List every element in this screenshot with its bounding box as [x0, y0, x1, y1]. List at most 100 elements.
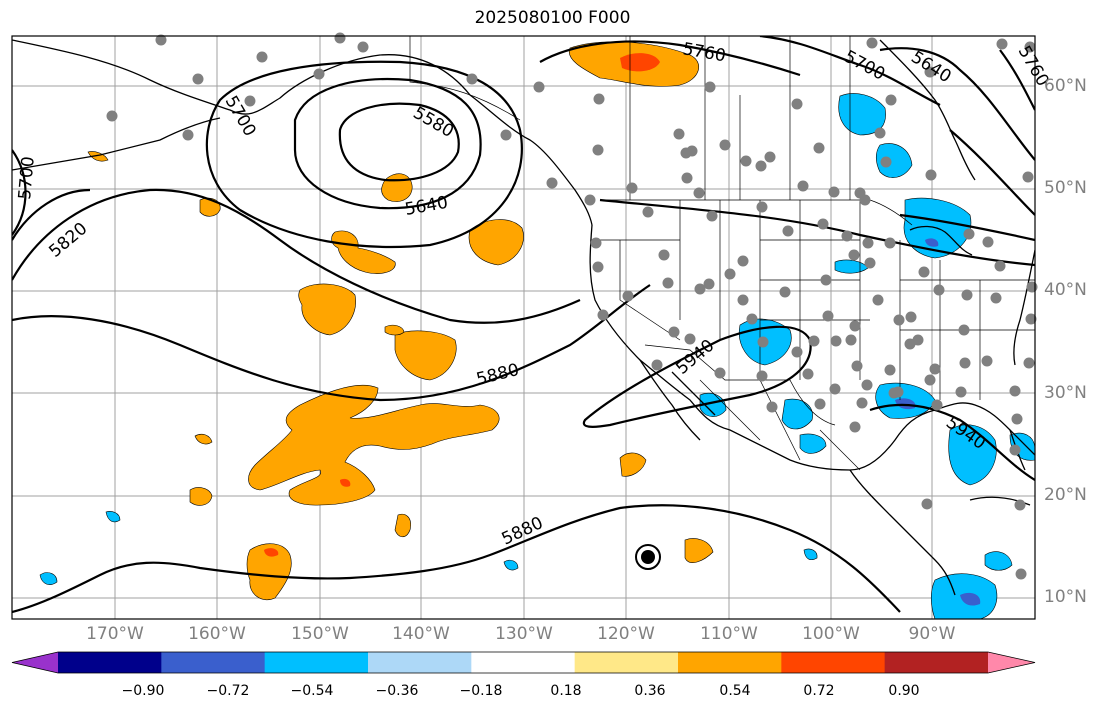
orange-blob-11 [619, 452, 647, 477]
colorbar-swatch [368, 652, 472, 673]
colorbar-swatch [781, 652, 886, 673]
station-dot [642, 206, 654, 218]
blue-blob-pacific-1 [39, 572, 58, 585]
station-dot [1026, 281, 1038, 293]
station-dot [861, 379, 873, 391]
station-dot [872, 294, 884, 306]
station-dot [724, 268, 736, 280]
station-dot [466, 73, 478, 85]
station-dot [990, 292, 1002, 304]
latitude-label: 60°N [1044, 76, 1087, 96]
station-dot [766, 401, 778, 413]
station-dot [924, 374, 936, 386]
latitude-label: 10°N [1044, 587, 1087, 607]
station-dot [651, 359, 663, 371]
orange-blob-swirl [248, 384, 500, 506]
station-dot [958, 324, 970, 336]
red-dot-2 [264, 548, 279, 557]
station-dot [740, 155, 752, 167]
contour-5940-ridge [582, 325, 812, 428]
station-dot [192, 73, 204, 85]
station-dot [746, 313, 758, 325]
station-dot [963, 228, 975, 240]
canada-province-borders [629, 36, 851, 200]
orange-blob-8 [246, 543, 292, 600]
station-dot [955, 386, 967, 398]
station-dot [829, 383, 841, 395]
hudson-bay [879, 39, 976, 181]
state-borders-west [600, 200, 761, 380]
colorbar-extend-high [988, 652, 1035, 673]
blue-blob-pacific-3 [503, 559, 519, 571]
contour-5640-east [949, 129, 1035, 216]
station-dot [996, 38, 1008, 50]
station-dot [694, 283, 706, 295]
station-dot [782, 225, 794, 237]
station-dot [546, 177, 558, 189]
station-dot [1009, 385, 1021, 397]
station-dot [849, 320, 861, 332]
baja-peninsula [639, 359, 701, 441]
station-dot [244, 95, 256, 107]
colorbar-tick-label: −0.90 [121, 683, 165, 699]
station-dot [820, 274, 832, 286]
station-dot [662, 277, 674, 289]
contour-5880 [12, 284, 651, 402]
station-dot [313, 68, 325, 80]
station-dot [626, 182, 638, 194]
station-dot [622, 290, 634, 302]
station-dot [500, 129, 512, 141]
colorbar-tick-label: −0.18 [459, 683, 503, 699]
station-dot [845, 334, 857, 346]
political-borders [409, 36, 1035, 471]
longitude-label: 170°W [86, 624, 144, 644]
station-dot [904, 338, 916, 350]
station-dots [106, 32, 1038, 580]
longitude-label: 140°W [392, 624, 450, 644]
colorbar-extend-low [12, 652, 58, 673]
blue-blob-greatlakes-dark [925, 238, 939, 247]
station-dot [885, 94, 897, 106]
station-dot [884, 237, 896, 249]
orange-blob-12 [684, 538, 714, 563]
contour-5820-left [12, 188, 91, 241]
colorbar-swatch [161, 652, 266, 673]
red-dot-1 [340, 478, 351, 487]
station-dot [862, 237, 874, 249]
tropical-cyclone-icon [635, 544, 661, 570]
contour-5700-east [899, 213, 1035, 242]
station-dot [802, 368, 814, 380]
contour-5820 [12, 188, 581, 324]
station-dot [880, 156, 892, 168]
station-dot [864, 257, 876, 269]
station-dot [791, 346, 803, 358]
station-dot [828, 186, 840, 198]
coastlines [12, 39, 1035, 596]
station-dot [874, 127, 886, 139]
orange-blob-7 [384, 324, 405, 336]
orange-blob-10 [189, 487, 213, 506]
station-dot [584, 194, 596, 206]
station-dot [905, 311, 917, 323]
station-dot [182, 129, 194, 141]
colorbar-tick-label: −0.54 [290, 683, 334, 699]
alaska-coast [12, 39, 593, 226]
station-dot [719, 139, 731, 151]
station-dot [808, 335, 820, 347]
station-dot [704, 81, 716, 93]
colorbar [11, 651, 1036, 674]
station-dot [893, 314, 905, 326]
orange-blob-13 [194, 433, 213, 445]
orange-blob-2 [199, 197, 221, 217]
station-dot [884, 364, 896, 376]
station-dot [357, 41, 369, 53]
station-dot [658, 249, 670, 261]
station-dot [592, 144, 604, 156]
east-coast [1013, 249, 1035, 366]
blue-blob-pacific-4 [803, 548, 818, 561]
station-dot [155, 34, 167, 46]
station-dot [918, 266, 930, 278]
station-dot [959, 357, 971, 369]
state-borders-central [760, 200, 901, 400]
